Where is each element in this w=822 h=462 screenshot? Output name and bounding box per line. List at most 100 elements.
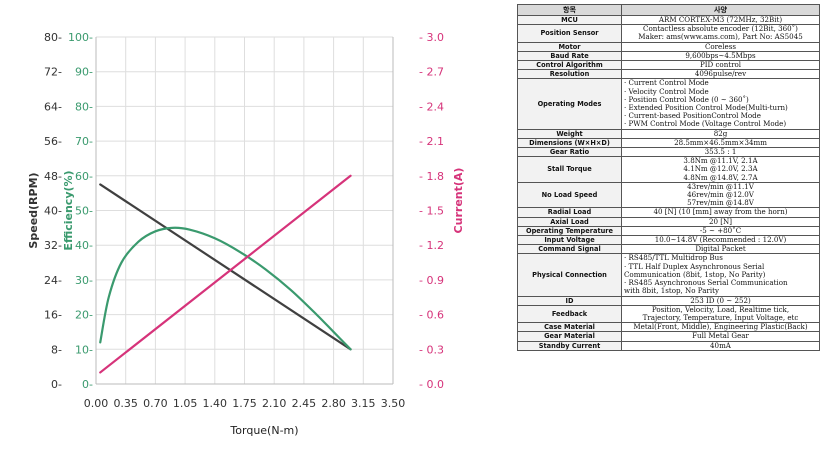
spec-item-label: ID (517, 295, 622, 306)
x-tick-label: 0.35 (113, 397, 138, 410)
y-tick-label-current: - 0.6 (419, 309, 444, 322)
spec-value-line: Contactless absolute encoder (12Bit, 360… (643, 24, 798, 34)
spec-item-value: Coreless (621, 41, 820, 52)
spec-value-line: 28.5mm×46.5mm×34mm (674, 137, 767, 147)
spec-row: Gear Material Full Metal Gear (517, 331, 820, 342)
series-line-speed (99, 183, 352, 351)
y-tick-label-speed: 8- (51, 343, 62, 356)
x-tick-label: 3.50 (381, 397, 406, 410)
spec-item-label: Control Algorithm (517, 60, 622, 71)
spec-item-label: Gear Ratio (517, 147, 622, 158)
y-axis-label-efficiency: Efficiency(%) (62, 170, 75, 250)
spec-item-label: Baud Rate (517, 50, 622, 62)
y-tick-label-efficiency: 100- (68, 31, 93, 44)
series-line-efficiency (99, 226, 352, 351)
y-tick-label-efficiency: 70- (75, 135, 93, 148)
spec-item-value: 43rev/min @11.1V 46rev/min @12.0V 57rev/mi… (621, 181, 820, 209)
spec-item-value: 9,600bps~4.5Mbps (621, 50, 820, 62)
spec-item-label: Resolution (517, 69, 622, 80)
spec-row: Case Material Metal(Front, Middle), Engin… (517, 322, 820, 333)
spec-value-line: Trajectory, Temperature, Input Voltage, … (642, 312, 799, 322)
spec-row: Gear Ratio 353.5 : 1 (517, 147, 820, 158)
spec-value-line: 4096pulse/rev (694, 69, 747, 79)
spec-value-line: Communication (8bit, 1stop, No Parity) (624, 269, 766, 279)
spec-item-value: Position, Velocity, Load, Realtime tick,… (621, 304, 820, 324)
spec-item-value: 20 [N] (621, 216, 820, 227)
spec-row: Dimensions (W×H×D) 28.5mm×46.5mm×34mm (517, 137, 820, 149)
y-tick-label-efficiency: 40- (75, 239, 93, 252)
y-tick-label-efficiency: 80- (75, 100, 93, 113)
y-tick-label-efficiency: 0- (82, 378, 93, 391)
spec-row: Motor Coreless (517, 41, 820, 52)
spec-item-value: 40mA (621, 340, 820, 351)
y-tick-label-current: - 0.0 (419, 378, 444, 391)
y-tick-label-current: - 1.5 (419, 205, 444, 218)
spec-value-line: · Current Control Mode (624, 78, 709, 88)
spec-table: 항목 사양 MCU ARM CORTEX-M3 (72MHz, 32Bit) Pos… (517, 4, 820, 351)
spec-value-line: 46rev/min @12.0V (687, 190, 754, 200)
chart-series (99, 174, 352, 374)
x-tick-label: 0.70 (143, 397, 168, 410)
y-axis-label-speed: Speed(RPM) (27, 172, 40, 248)
x-axis-label: Torque(N-m) (229, 424, 298, 437)
spec-item-value: Full Metal Gear (621, 331, 820, 342)
spec-value-line: 9,600bps~4.5Mbps (685, 50, 756, 60)
y-tick-label-speed: 72- (44, 66, 62, 79)
spec-header-item: 항목 (517, 4, 622, 16)
x-tick-label: 1.05 (173, 397, 198, 410)
spec-value-line: · RS485/TTL Multidrop Bus (624, 253, 723, 263)
spec-item-label: Motor (517, 41, 622, 52)
performance-chart: 0.00 0.35 0.70 1.05 1.40 1.75 2.10 2.45 2.80 3.15… (27, 31, 465, 437)
spec-item-label: Input Voltage (517, 235, 622, 246)
spec-value-line: Digital Packet (695, 244, 746, 254)
spec-item-value: 82g (621, 128, 820, 139)
y-tick-label-current: - 0.9 (419, 274, 444, 287)
x-tick-label: 2.10 (262, 397, 287, 410)
x-tick-label: 2.80 (321, 397, 346, 410)
spec-item-label: MCU (517, 14, 622, 26)
spec-value-line: PID control (699, 60, 742, 70)
spec-value-line: Full Metal Gear (692, 331, 749, 341)
spec-item-label: Case Material (517, 322, 622, 333)
spec-item-label: No Load Speed (517, 181, 622, 209)
y-tick-label-speed: 0- (51, 378, 62, 391)
spec-value-line: 353.5 : 1 (704, 147, 737, 157)
spec-row: Operating Modes · Current Control Mode · V… (517, 78, 820, 130)
spec-row: Input Voltage 10.0~14.8V (Recommended : 1… (517, 235, 820, 246)
spec-item-value: 4096pulse/rev (621, 69, 820, 80)
spec-value-line: 40 [N] (10 [mm] away from the horn) (653, 207, 788, 217)
x-tick-label: 1.75 (232, 397, 257, 410)
spec-value-line: 20 [N] (708, 216, 733, 226)
spec-item-value: 253 ID (0 ~ 252) (621, 295, 820, 306)
spec-value-line: 3.8Nm @11.1V, 2.1A (683, 156, 758, 166)
y-tick-label-speed: 32- (44, 239, 62, 252)
y-tick-label-speed: 48- (44, 170, 62, 183)
x-tick-label: 2.45 (292, 397, 317, 410)
spec-value-line: Coreless (704, 41, 737, 51)
spec-item-value: · Current Control Mode · Velocity Control… (621, 78, 820, 130)
y-tick-label-current: - 1.2 (419, 239, 444, 252)
spec-row: ID 253 ID (0 ~ 252) (517, 295, 820, 306)
spec-item-label: Standby Current (517, 340, 622, 351)
spec-item-value: 3.8Nm @11.1V, 2.1A 4.1Nm @12.0V, 2.3A 4.8N… (621, 156, 820, 183)
y-tick-label-efficiency: 10- (75, 343, 93, 356)
spec-value-line: 40mA (710, 340, 731, 350)
x-tick-label: 0.00 (84, 397, 109, 410)
spec-row: Stall Torque 3.8Nm @11.1V, 2.1A 4.1Nm @12.… (517, 156, 820, 183)
y-tick-label-current: - 0.3 (419, 343, 444, 356)
spec-row: Feedback Position, Velocity, Load, Realti… (517, 304, 820, 324)
spec-item-label: Dimensions (W×H×D) (517, 137, 622, 149)
y-tick-label-current: - 3.0 (419, 31, 444, 44)
x-tick-label: 1.40 (203, 397, 228, 410)
chart-ticks: 0.00 0.35 0.70 1.05 1.40 1.75 2.10 2.45 2.80 3.15… (44, 31, 444, 410)
y-tick-label-speed: 16- (44, 309, 62, 322)
spec-row: Position Sensor Contactless absolute enco… (517, 24, 820, 43)
spec-value-line: · TTL Half Duplex Asynchronous Serial (624, 261, 765, 271)
y-tick-label-efficiency: 90- (75, 66, 93, 79)
spec-table-body: MCU ARM CORTEX-M3 (72MHz, 32Bit) Position … (517, 14, 820, 351)
spec-value-line: 43rev/min @11.1V (687, 181, 754, 191)
y-tick-label-efficiency: 20- (75, 309, 93, 322)
spec-value-line: · Position Control Mode (0 ~ 360˚) (624, 94, 749, 104)
spec-value-line: 82g (713, 128, 728, 138)
y-tick-label-speed: 56- (44, 135, 62, 148)
